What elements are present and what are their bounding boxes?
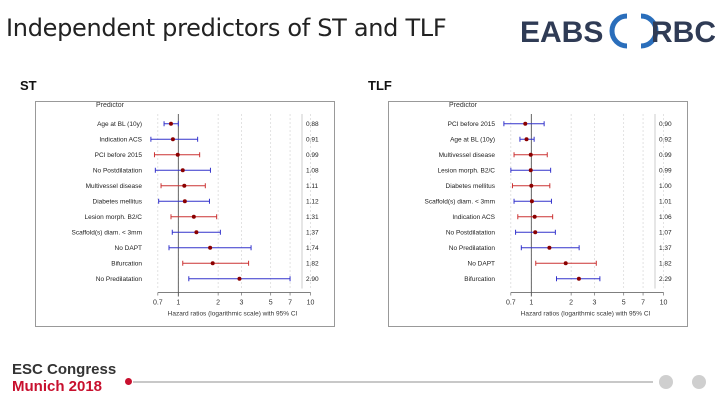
- hr-point: [532, 214, 537, 219]
- slide-title: Independent predictors of ST and TLF: [6, 14, 447, 42]
- predictor-label: Lesion morph. B2/C: [85, 214, 143, 221]
- hr-point: [576, 276, 581, 281]
- x-tick-label: 1: [176, 300, 180, 307]
- predictor-label: No DAPT: [468, 261, 495, 268]
- hr-point: [210, 261, 215, 266]
- eabs-orbc-logo: EABS RBC: [520, 13, 715, 49]
- predictor-label: No Postdilatation: [93, 168, 143, 175]
- predictor-label: No DAPT: [115, 245, 142, 252]
- hr-value-label: 1.82: [659, 261, 672, 268]
- hr-value-label: 0.99: [306, 152, 319, 159]
- hr-point: [170, 137, 175, 142]
- predictor-label: Multivessel disease: [86, 183, 143, 190]
- nav-next-dot[interactable]: [692, 375, 706, 389]
- hr-value-label: 1.37: [306, 230, 319, 237]
- logo-text-right: RBC: [651, 16, 715, 49]
- hr-point: [208, 245, 213, 250]
- hr-point: [194, 230, 199, 235]
- hr-value-label: 1.11: [306, 183, 319, 190]
- x-tick-label: 5: [622, 300, 626, 307]
- hr-point: [523, 121, 528, 126]
- hr-point: [182, 183, 187, 188]
- x-tick-label: 3: [592, 300, 596, 307]
- hr-value-label: 1.31: [306, 214, 319, 221]
- predictor-label: Bifurcation: [111, 261, 142, 268]
- predictor-label: Indication ACS: [99, 137, 142, 144]
- forest-plot-tlf: Predictor 0.7 1 2 3 5 7 10 Hazard ratios (logar…: [388, 101, 688, 327]
- nav-prev-dot[interactable]: [659, 375, 673, 389]
- hr-point: [175, 152, 180, 157]
- x-axis-label: Hazard ratios (logarithmic scale) with 9…: [521, 311, 651, 318]
- x-tick-label: 3: [239, 300, 243, 307]
- hr-point: [529, 199, 534, 204]
- hr-value-label: 1.08: [306, 168, 319, 175]
- predictor-label: PCI before 2015: [448, 121, 496, 128]
- predictor-label: Age at BL (10y): [97, 121, 142, 128]
- hr-value-label: 2.90: [306, 276, 319, 283]
- hr-value-label: 1.37: [659, 245, 672, 252]
- hr-point: [524, 137, 529, 142]
- x-tick-label: 2: [216, 300, 220, 307]
- predictor-header: Predictor: [96, 102, 125, 109]
- predictor-label: Scaffold(s) diam. < 3mm: [424, 199, 495, 206]
- footer-accent-dot: [125, 378, 132, 385]
- x-tick-label: 2: [569, 300, 573, 307]
- panel-label-tlf: TLF: [368, 78, 392, 93]
- hr-value-label: 1.12: [306, 199, 319, 206]
- hr-value-label: 0.90: [659, 121, 672, 128]
- predictor-label: No Predilatation: [96, 276, 143, 283]
- hr-value-label: 1.00: [659, 183, 672, 190]
- hr-value-label: 1.01: [659, 199, 672, 206]
- predictor-label: Indication ACS: [452, 214, 495, 221]
- hr-point: [563, 261, 568, 266]
- hr-value-label: 0.99: [659, 168, 672, 175]
- hr-point: [528, 168, 533, 173]
- hr-point: [191, 214, 196, 219]
- hr-point: [180, 168, 185, 173]
- predictor-label: Bifurcation: [464, 276, 495, 283]
- hr-value-label: 0.91: [306, 137, 319, 144]
- hr-point: [533, 230, 538, 235]
- predictor-label: No Predilatation: [449, 245, 496, 252]
- hr-point: [547, 245, 552, 250]
- logo-ring-icon: [609, 13, 659, 49]
- hr-value-label: 1.06: [659, 214, 672, 221]
- footer-congress: ESC Congress: [12, 361, 117, 378]
- hr-value-label: 0.92: [659, 137, 672, 144]
- hr-point: [182, 199, 187, 204]
- predictor-label: Scaffold(s) diam. < 3mm: [71, 230, 142, 237]
- hr-point: [168, 121, 173, 126]
- predictor-label: Lesion morph. B2/C: [438, 168, 496, 175]
- predictor-label: PCI before 2015: [95, 152, 143, 159]
- predictor-label: Diabetes mellitus: [446, 183, 496, 190]
- panel-label-st: ST: [20, 78, 37, 93]
- footer-city: Munich 2018: [12, 378, 103, 395]
- forest-plot-st: Predictor 0.7 1 2 3 5 7 10 Hazard ratios (logar…: [35, 101, 335, 327]
- hr-value-label: 1.07: [659, 230, 672, 237]
- predictor-label: Age at BL (10y): [450, 137, 495, 144]
- hr-value-label: 0.88: [306, 121, 319, 128]
- hr-value-label: 2.29: [659, 276, 672, 283]
- x-tick-label: 7: [288, 300, 292, 307]
- hr-value-label: 1.74: [306, 245, 319, 252]
- hr-value-label: 0.99: [659, 152, 672, 159]
- hr-point: [528, 152, 533, 157]
- footer-divider: [133, 381, 653, 383]
- x-axis-label: Hazard ratios (logarithmic scale) with 9…: [168, 311, 298, 318]
- x-tick-label: 10: [660, 300, 668, 307]
- x-tick-label: 7: [641, 300, 645, 307]
- hr-point: [237, 276, 242, 281]
- predictor-label: Multivessel disease: [439, 152, 496, 159]
- predictor-label: Diabetes mellitus: [93, 199, 143, 206]
- x-tick-label: 0.7: [153, 300, 163, 307]
- x-tick-label: 0.7: [506, 300, 516, 307]
- predictor-label: No Postdilatation: [446, 230, 496, 237]
- x-tick-label: 5: [269, 300, 273, 307]
- x-tick-label: 10: [307, 300, 315, 307]
- hr-point: [529, 183, 534, 188]
- predictor-header: Predictor: [449, 102, 478, 109]
- x-tick-label: 1: [529, 300, 533, 307]
- hr-value-label: 1.82: [306, 261, 319, 268]
- logo-text-left: EABS: [520, 16, 603, 49]
